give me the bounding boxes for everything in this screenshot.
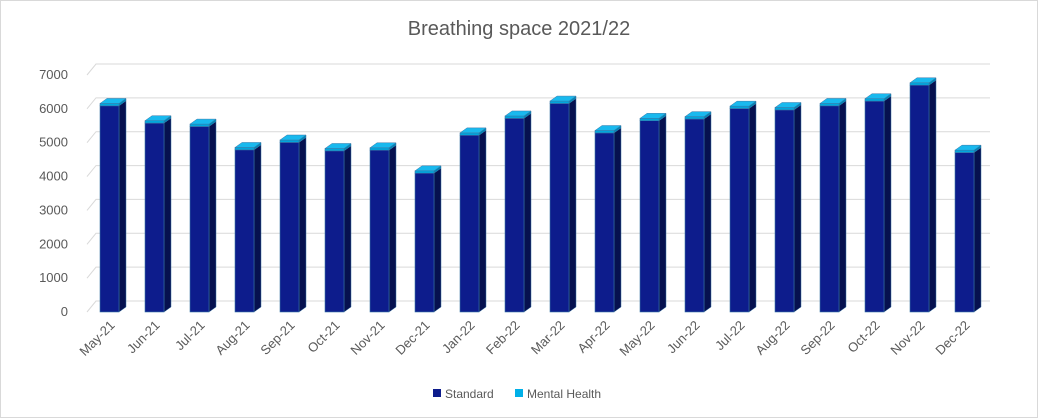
bar-side-standard	[478, 129, 487, 313]
bar-standard	[99, 105, 120, 313]
bar-side-standard	[208, 120, 217, 313]
bar-top	[684, 111, 712, 117]
bar-mental-health	[819, 103, 840, 107]
bar-standard	[684, 118, 705, 313]
legend-label-mental-health: Mental Health	[527, 387, 601, 401]
y-tick-label: 0	[61, 304, 68, 319]
bar-top	[909, 77, 937, 84]
gridline	[86, 97, 990, 110]
bar-side-standard	[163, 117, 172, 313]
bar-standard	[954, 152, 975, 313]
bar-standard	[234, 149, 255, 313]
bar-mental-health	[99, 103, 120, 107]
y-tick-label: 2000	[39, 236, 68, 251]
bar-standard	[369, 149, 390, 313]
bar-side-standard	[388, 144, 397, 313]
bar-mental-health	[594, 130, 615, 134]
bar-mental-health	[459, 132, 480, 136]
y-tick-label: 3000	[39, 202, 68, 217]
bar-standard	[549, 103, 570, 313]
bar-standard	[864, 100, 885, 313]
bar-side-standard	[883, 95, 892, 313]
bar-mental-health	[234, 147, 255, 151]
bar-mental-health	[684, 116, 705, 120]
bar-side-standard	[838, 100, 847, 313]
bar-top	[504, 110, 532, 117]
bar-top	[369, 142, 397, 149]
bar-mental-health	[324, 148, 345, 152]
bar-side-standard	[298, 136, 307, 313]
bar-side-standard	[748, 103, 757, 313]
bar-standard	[144, 122, 165, 313]
y-tick-label: 5000	[39, 135, 68, 150]
bar-top	[864, 93, 892, 99]
bar-mental-health	[909, 82, 930, 86]
bar-standard	[594, 132, 615, 313]
bar-top	[459, 127, 487, 134]
bar-mental-health	[549, 100, 570, 104]
bar-standard	[324, 150, 345, 313]
y-tick-label: 4000	[39, 169, 68, 184]
bar-side-standard	[973, 147, 982, 313]
bar-mental-health	[189, 123, 210, 127]
bar-mental-health	[504, 115, 525, 119]
bar-standard	[729, 108, 750, 313]
bar-top	[234, 142, 262, 148]
bar-side-standard	[658, 115, 667, 313]
bar-mental-health	[369, 147, 390, 151]
bar-standard	[504, 118, 525, 313]
bar-side-standard	[523, 112, 532, 313]
bar-side-standard	[253, 144, 262, 313]
bar-side-standard	[433, 167, 442, 313]
bar-top	[279, 134, 307, 141]
bar-standard	[639, 120, 660, 313]
bar-mental-health	[279, 139, 300, 143]
legend-swatch-mental-health	[515, 389, 523, 397]
bar-top	[819, 98, 847, 104]
bar-top	[774, 102, 802, 108]
bar-top	[954, 144, 982, 151]
bar-top	[549, 95, 577, 102]
bar-side-standard	[928, 79, 937, 313]
y-tick-label: 1000	[39, 270, 68, 285]
bar-side-standard	[343, 145, 352, 313]
bar-top	[324, 143, 352, 149]
bar-top	[639, 113, 667, 119]
legend-swatch-standard	[433, 389, 441, 397]
bar-top	[189, 118, 217, 125]
bar-standard	[414, 172, 435, 313]
bar-mental-health	[729, 105, 750, 109]
bar-standard	[279, 142, 300, 313]
gridline	[86, 63, 990, 76]
bar-top	[414, 165, 442, 172]
y-tick-label: 7000	[39, 67, 68, 82]
bar-mental-health	[864, 98, 885, 102]
bar-standard	[774, 109, 795, 313]
y-tick-label: 6000	[39, 101, 68, 116]
bar-top	[594, 125, 622, 131]
bar-standard	[909, 84, 930, 313]
bar-top	[99, 98, 127, 104]
legend: Standard Mental Health	[433, 387, 601, 401]
bar-mental-health	[144, 120, 165, 124]
bar-side-standard	[793, 104, 802, 313]
bar-mental-health	[639, 118, 660, 122]
chart-title: Breathing space 2021/22	[408, 18, 630, 40]
bar-side-standard	[568, 97, 577, 313]
bar-mental-health	[954, 149, 975, 153]
bar-top	[144, 115, 172, 121]
bar-top	[729, 100, 757, 107]
bar-mental-health	[414, 170, 435, 174]
bar-side-standard	[703, 113, 712, 313]
bar-side-standard	[613, 127, 622, 313]
bar-standard	[459, 134, 480, 313]
bar-standard	[189, 126, 210, 313]
bar-standard	[819, 105, 840, 313]
legend-label-standard: Standard	[445, 387, 494, 401]
bar-side-standard	[118, 100, 127, 313]
bar-mental-health	[774, 107, 795, 111]
